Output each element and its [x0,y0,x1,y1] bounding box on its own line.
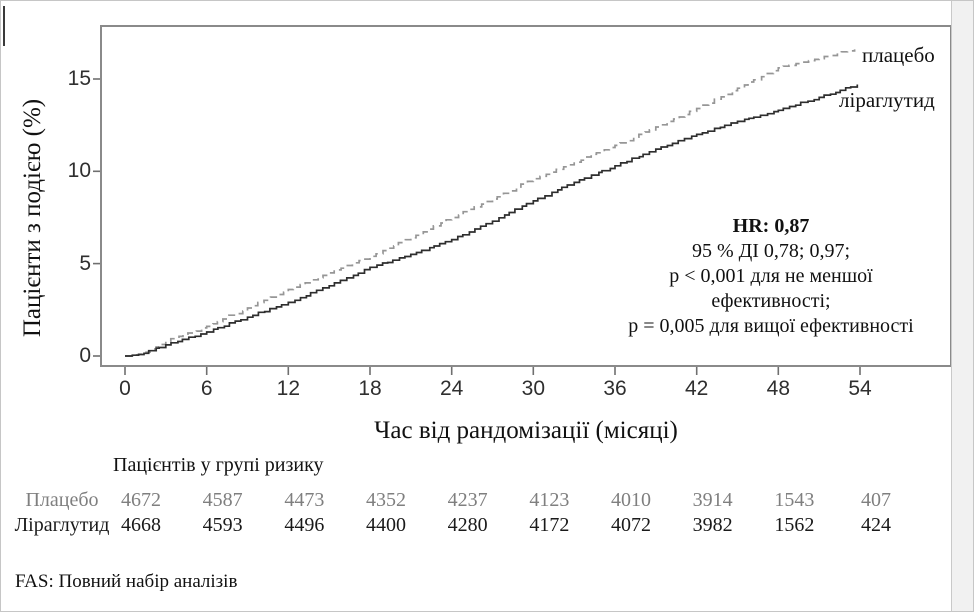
x-tick-label: 48 [766,377,790,400]
risk-count: 4668 [121,514,161,536]
placebo-curve [125,49,856,357]
annotation-p-noninferiority-1: p < 0,001 для не меншої [669,265,873,287]
x-tick-label: 42 [684,377,709,400]
x-tick-label: 30 [521,377,545,400]
risk-count: 4072 [611,514,651,536]
risk-count: 424 [861,514,891,536]
risk-count: 1543 [774,489,815,511]
risk-count: 4672 [121,489,161,511]
risk-count: 407 [861,489,891,511]
x-tick-label: 36 [603,377,627,400]
risk-count: 4280 [447,514,488,536]
y-tick-label: 15 [67,66,91,90]
risk-row-label-placebo: Плацебо [25,489,99,511]
legend-label-placebo: плацебо [862,43,935,67]
x-tick-label: 12 [276,377,300,400]
risk-count: 4593 [202,514,243,536]
annotation-ci: 95 % ДІ 0,78; 0,97; [691,240,851,262]
risk-count: 4237 [447,489,488,511]
y-tick-label: 5 [79,251,91,275]
annotation-p-noninferiority-2: ефективності; [711,290,831,312]
right-gutter [951,1,973,611]
x-axis-label: Час від рандомізації (місяці) [374,417,678,444]
risk-count: 4400 [366,514,406,536]
risk-count: 3914 [692,489,733,511]
liraglutide-curve [125,84,859,357]
x-tick-label: 54 [848,377,872,400]
risk-count: 3982 [692,514,733,536]
risk-count: 4352 [366,489,406,511]
window-edge-mark [3,6,5,46]
annotation-p-superiority: p = 0,005 для вищої ефективності [628,315,914,337]
risk-count: 4123 [529,489,570,511]
y-tick-label: 10 [67,159,91,183]
annotation-hr-value: HR: 0,87 [732,215,810,237]
risk-count: 4496 [284,514,325,536]
risk-count: 4473 [284,489,325,511]
risk-table-title: Пацієнтів у групі ризику [113,454,324,476]
risk-count: 4010 [611,489,651,511]
footnote-fas: FAS: Повний набір аналізів [15,571,238,592]
x-tick-label: 6 [200,377,213,400]
y-tick-label: 0 [79,344,91,367]
risk-count: 4172 [529,514,570,536]
risk-count: 4587 [202,489,243,511]
x-tick-label: 0 [119,377,131,400]
legend-label-liraglutide: ліраглутид [839,88,935,112]
hr-annotation: HR: 0,87 95 % ДІ 0,78; 0,97; p < 0,001 д… [586,214,956,339]
x-tick-label: 24 [439,377,464,400]
risk-row-label-liraglutide: Ліраглутид [14,514,110,536]
x-tick-label: 18 [358,377,382,400]
risk-count: 1562 [774,514,815,536]
